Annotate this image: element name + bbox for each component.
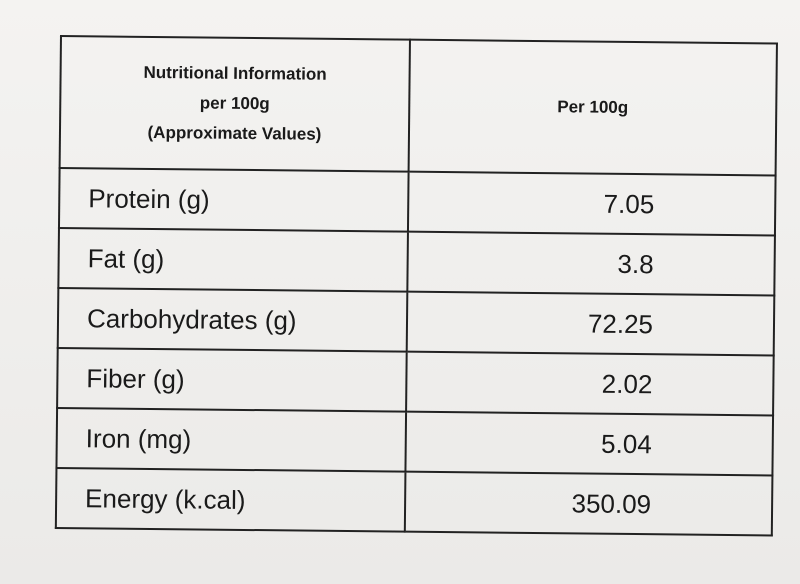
table-row: Protein (g) 7.05 <box>58 168 776 236</box>
table-row: Iron (mg) 5.04 <box>56 407 774 476</box>
nutrient-name: Fiber (g) <box>57 347 407 412</box>
table-row: Carbohydrates (g) 72.25 <box>57 287 775 356</box>
nutrient-value: 5.04 <box>405 411 774 476</box>
table-row: Fat (g) 3.8 <box>58 227 775 296</box>
table-body: Protein (g) 7.05 Fat (g) 3.8 Carbohydrates (… <box>55 168 776 536</box>
nutrient-name: Protein (g) <box>58 168 409 232</box>
header-line: (Approximate Values) <box>147 122 322 144</box>
nutrition-table: Nutritional Information per 100g (Approx… <box>55 35 778 536</box>
nutrient-name: Energy (k.cal) <box>55 467 406 532</box>
header-value-cell: Per 100g <box>408 39 777 176</box>
nutrient-value: 72.25 <box>406 291 775 356</box>
header-row: Nutritional Information per 100g (Approx… <box>59 36 777 176</box>
table-row: Energy (k.cal) 350.09 <box>55 467 773 536</box>
nutrient-value: 350.09 <box>404 471 773 536</box>
header-label-cell: Nutritional Information per 100g (Approx… <box>59 36 410 172</box>
table-row: Fiber (g) 2.02 <box>57 347 774 416</box>
nutrient-name: Fat (g) <box>58 227 408 292</box>
nutrient-value: 3.8 <box>407 231 775 296</box>
table-header: Nutritional Information per 100g (Approx… <box>59 36 777 176</box>
nutrient-value: 2.02 <box>406 351 774 416</box>
header-line: per 100g <box>199 93 270 114</box>
nutrient-name: Carbohydrates (g) <box>57 287 408 352</box>
header-line: Nutritional Information <box>143 62 327 84</box>
nutrient-name: Iron (mg) <box>56 407 407 472</box>
nutrient-value: 7.05 <box>407 171 776 236</box>
